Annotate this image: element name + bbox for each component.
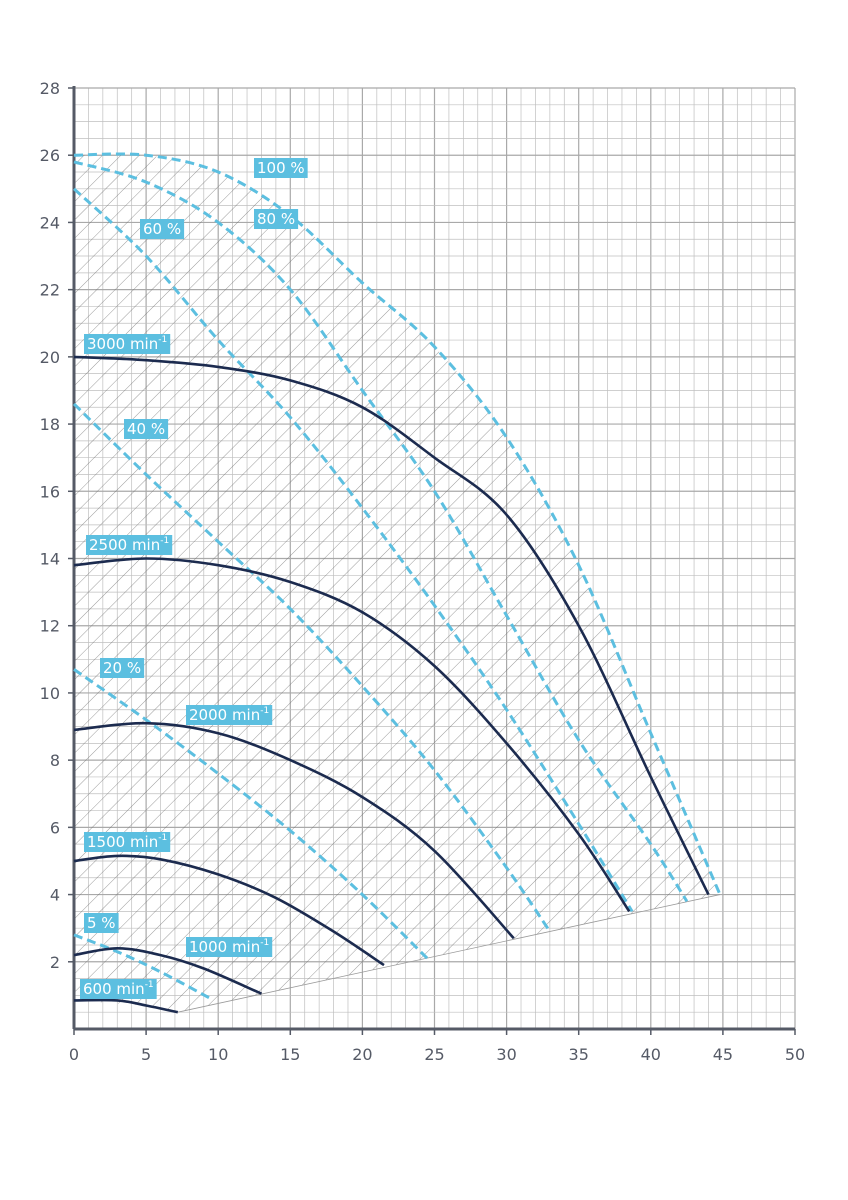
efficiency-curve-label-bg bbox=[100, 658, 145, 678]
speed-curve bbox=[73, 557, 631, 913]
efficiency-curve-label-bg bbox=[124, 419, 169, 439]
x-tick-label: 10 bbox=[208, 1045, 228, 1064]
operating-region-hatch bbox=[74, 153, 720, 1013]
efficiency-curve bbox=[72, 187, 634, 913]
speed-curve-label-bg bbox=[86, 535, 173, 555]
y-tick-label: 28 bbox=[40, 79, 60, 98]
efficiency-curve-label: 80 % bbox=[254, 209, 299, 229]
speed-curve-label-text: 3000 min-1 bbox=[87, 335, 167, 353]
efficiency-curve-label-text: 5 % bbox=[87, 914, 116, 932]
efficiency-curve-label-text: 100 % bbox=[257, 159, 305, 177]
y-tick-label: 10 bbox=[40, 684, 60, 703]
efficiency-curve bbox=[72, 402, 552, 933]
efficiency-curve-label: 60 % bbox=[140, 219, 185, 239]
speed-curve-label-text: 1000 min-1 bbox=[189, 938, 269, 956]
axes: 0 5 10 15 20 25 30 35 40 45 5024681012141618202224… bbox=[40, 79, 806, 1064]
y-tick-label: 22 bbox=[40, 281, 60, 300]
y-tick-label: 20 bbox=[40, 348, 60, 367]
speed-curve-label: 3000 min-1 bbox=[84, 334, 171, 354]
efficiency-curve-label: 5 % bbox=[84, 913, 119, 933]
efficiency-curve-label-bg bbox=[140, 219, 185, 239]
y-tick-label: 24 bbox=[40, 213, 60, 232]
efficiency-curve bbox=[73, 668, 429, 960]
x-tick-label: 5 bbox=[141, 1045, 151, 1064]
efficiency-curve bbox=[73, 160, 689, 903]
speed-curve-label: 1500 min-1 bbox=[84, 832, 171, 852]
speed-curve-label-text: 2500 min-1 bbox=[89, 536, 169, 554]
speed-curve bbox=[73, 998, 179, 1014]
curve-labels: 100 % 80 % 60 % 40 % 20 % 5 % 3000 min-1 2500 m… bbox=[80, 158, 308, 999]
efficiency-curve-label-text: 60 % bbox=[143, 220, 181, 238]
efficiency-curves bbox=[72, 152, 722, 1001]
speed-curves bbox=[73, 355, 710, 1014]
speed-curve bbox=[73, 721, 515, 940]
x-tick-label: 0 bbox=[69, 1045, 79, 1064]
x-tick-label: 15 bbox=[280, 1045, 300, 1064]
speed-curve-label: 2000 min-1 bbox=[186, 705, 273, 725]
efficiency-curve-label: 20 % bbox=[100, 658, 145, 678]
x-tick-label: 40 bbox=[641, 1045, 661, 1064]
speed-curve bbox=[73, 854, 385, 967]
efficiency-curve bbox=[73, 933, 212, 1001]
efficiency-curve-label-text: 80 % bbox=[257, 210, 295, 228]
speed-curve-label-bg bbox=[80, 979, 157, 999]
x-tick-label: 45 bbox=[713, 1045, 733, 1064]
speed-curve-label: 2500 min-1 bbox=[86, 535, 173, 555]
speed-curve-label-text: 1500 min-1 bbox=[87, 833, 167, 851]
speed-curve-label-text: 600 min-1 bbox=[83, 980, 154, 998]
x-tick-label: 20 bbox=[352, 1045, 372, 1064]
efficiency-curve-label: 40 % bbox=[124, 419, 169, 439]
x-tick-label: 25 bbox=[424, 1045, 444, 1064]
y-tick-label: 18 bbox=[40, 415, 60, 434]
efficiency-curve-label-bg bbox=[254, 158, 308, 178]
speed-curve-label-bg bbox=[84, 832, 171, 852]
x-tick-label: 35 bbox=[569, 1045, 589, 1064]
y-tick-label: 4 bbox=[50, 886, 60, 905]
efficiency-curve bbox=[73, 152, 722, 896]
y-tick-label: 12 bbox=[40, 617, 60, 636]
speed-curve-label-text: 2000 min-1 bbox=[189, 706, 269, 724]
efficiency-curve-label: 100 % bbox=[254, 158, 308, 178]
speed-curve bbox=[73, 355, 710, 896]
efficiency-curve-label-bg bbox=[84, 913, 119, 933]
y-tick-label: 14 bbox=[40, 550, 60, 569]
speed-curve-label: 600 min-1 bbox=[80, 979, 157, 999]
x-tick-label: 30 bbox=[496, 1045, 516, 1064]
y-tick-label: 2 bbox=[50, 953, 60, 972]
y-tick-label: 16 bbox=[40, 482, 60, 501]
efficiency-curve-label-text: 40 % bbox=[127, 420, 165, 438]
speed-curve-label-bg bbox=[186, 705, 273, 725]
lower-boundary-line bbox=[177, 894, 721, 1013]
speed-curve-label-bg bbox=[186, 937, 273, 957]
y-tick-label: 8 bbox=[50, 751, 60, 770]
speed-curve bbox=[73, 946, 263, 995]
y-tick-label: 26 bbox=[40, 146, 60, 165]
efficiency-curve-label-bg bbox=[254, 209, 299, 229]
x-tick-label: 50 bbox=[785, 1045, 805, 1064]
y-tick-label: 6 bbox=[50, 818, 60, 837]
efficiency-curve-label-text: 20 % bbox=[103, 659, 141, 677]
hatched-operating-region bbox=[74, 153, 721, 1013]
speed-curve-label: 1000 min-1 bbox=[186, 937, 273, 957]
speed-curve-label-bg bbox=[84, 334, 171, 354]
